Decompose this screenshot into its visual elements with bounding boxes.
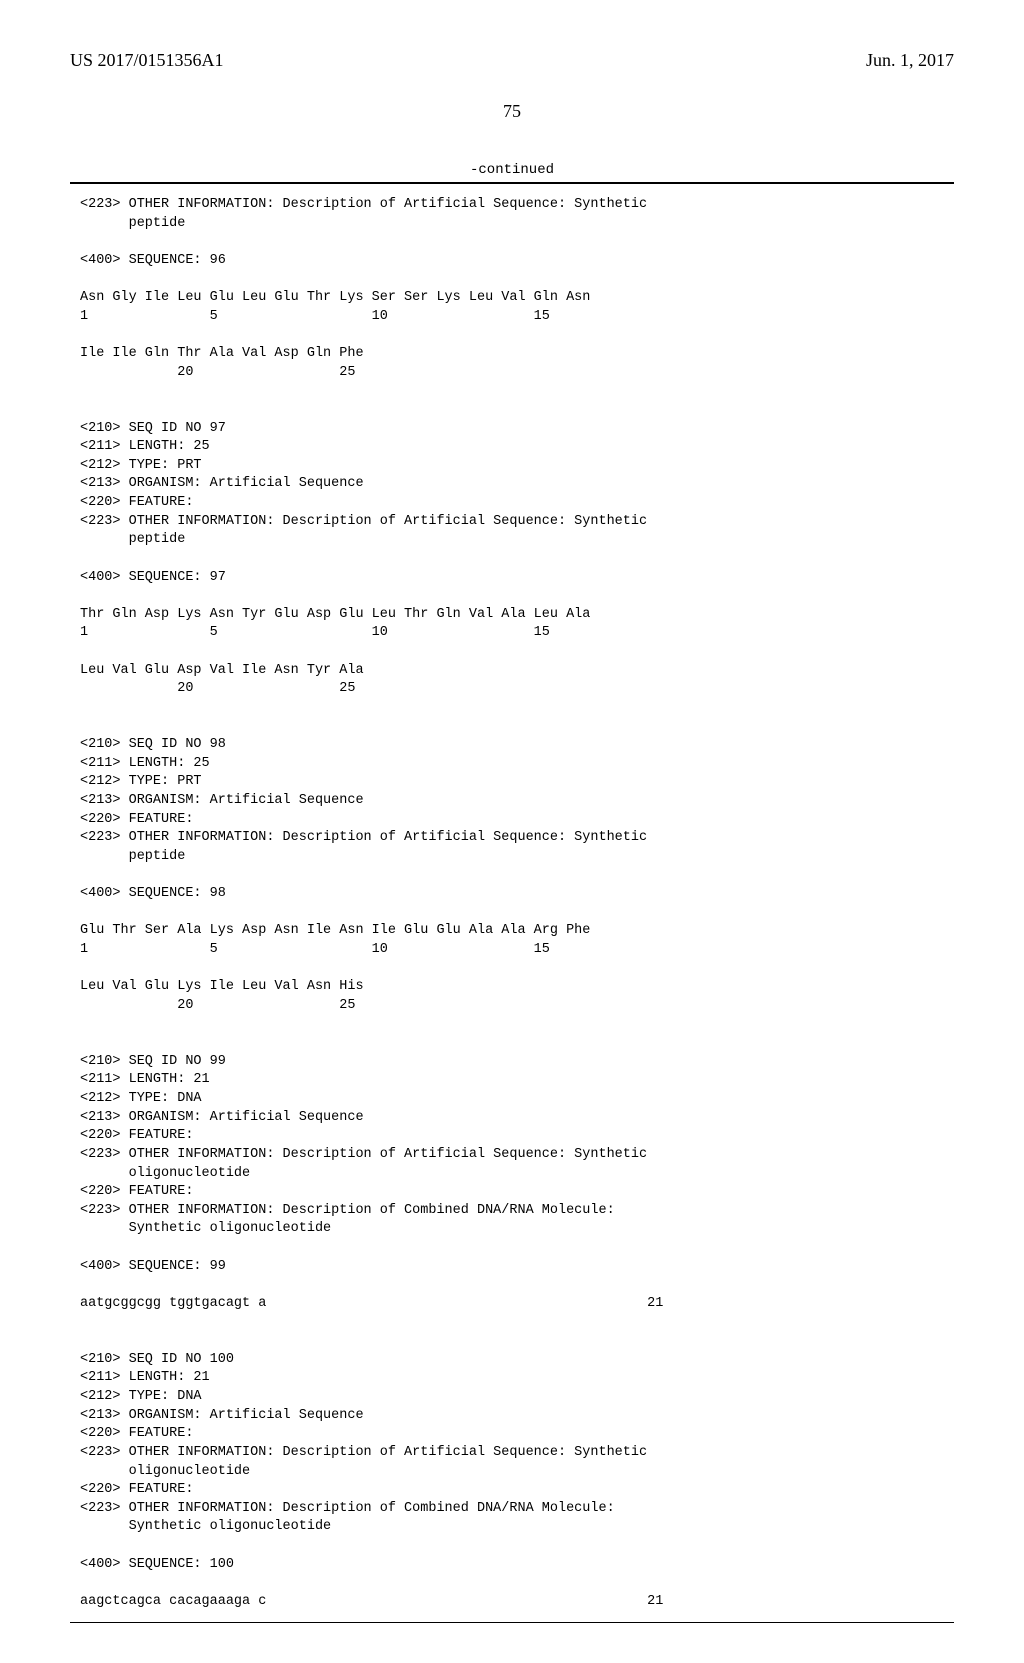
bottom-rule <box>70 1622 954 1623</box>
page-header: US 2017/0151356A1 Jun. 1, 2017 <box>70 50 954 71</box>
page-container: US 2017/0151356A1 Jun. 1, 2017 75 -conti… <box>0 0 1024 1663</box>
publication-date: Jun. 1, 2017 <box>866 50 954 71</box>
top-rule <box>70 182 954 184</box>
continued-label: -continued <box>70 162 954 178</box>
sequence-listing: <223> OTHER INFORMATION: Description of … <box>70 192 954 1622</box>
page-number: 75 <box>70 101 954 122</box>
publication-number: US 2017/0151356A1 <box>70 50 224 71</box>
